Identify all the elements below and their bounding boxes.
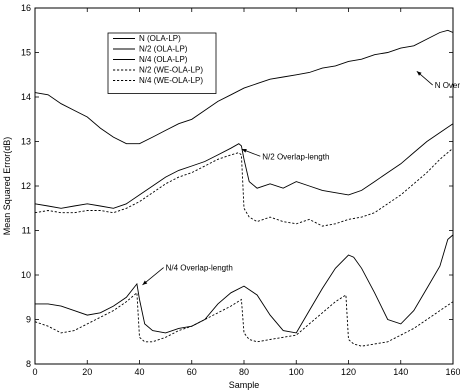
y-tick-label: 8 xyxy=(26,359,31,369)
annotation-label: N Overlap-length xyxy=(435,81,460,90)
legend: N (OLA-LP) N/2 (OLA-LP)N/4 (OLA-LP) N/2 (W… xyxy=(107,32,217,94)
annotation-arrowhead xyxy=(142,280,148,285)
legend-entry: N/4 (WE-OLA-LP) xyxy=(139,76,203,85)
y-axis-label: Mean Squared Error(dB) xyxy=(2,137,12,236)
x-tick-label: 160 xyxy=(445,367,460,377)
axis-ticks: 0 20 40 60 80 100 120 140 160 8 9 10 11 12 13 14 15 16 xyxy=(21,3,460,377)
series-line-3 xyxy=(34,147,454,227)
y-tick-label: 15 xyxy=(21,48,31,58)
legend-entry: N/2 (OLA-LP) xyxy=(139,45,188,54)
y-tick-label: 13 xyxy=(21,137,31,147)
series-line-2 xyxy=(35,234,454,334)
x-tick-label: 140 xyxy=(393,367,408,377)
y-tick-label: 12 xyxy=(21,181,31,191)
y-tick-label: 14 xyxy=(21,92,31,102)
series-line-1 xyxy=(34,123,454,209)
x-tick-label: 120 xyxy=(341,367,356,377)
series-line-0 xyxy=(34,29,454,145)
legend-box xyxy=(107,32,217,94)
x-tick-label: 60 xyxy=(187,367,197,377)
x-tick-label: 80 xyxy=(239,367,249,377)
legend-entry: N/2 (WE-OLA-LP) xyxy=(139,66,203,75)
annotation-arrowhead xyxy=(416,71,422,76)
legend-entry: N/4 (OLA-LP) xyxy=(139,55,188,64)
y-tick-label: 9 xyxy=(26,315,31,325)
annotations: N Overlap-length N/2 Overlap-length N/4 Ov… xyxy=(142,70,460,286)
annotation-label: N/2 Overlap-length xyxy=(262,152,329,161)
annotation-label: N/4 Overlap-length xyxy=(166,264,233,273)
x-tick-label: 100 xyxy=(289,367,304,377)
x-tick-label: 20 xyxy=(82,367,92,377)
y-tick-label: 11 xyxy=(22,226,31,236)
annotation-arrowhead xyxy=(241,149,247,153)
x-tick-label: 0 xyxy=(32,367,37,377)
legend-entry: N (OLA-LP) xyxy=(139,34,181,43)
series-lines xyxy=(34,29,454,347)
y-tick-label: 16 xyxy=(21,3,31,13)
x-tick-label: 40 xyxy=(134,367,144,377)
y-tick-label: 10 xyxy=(21,270,31,280)
x-axis-label: Sample xyxy=(229,380,260,390)
